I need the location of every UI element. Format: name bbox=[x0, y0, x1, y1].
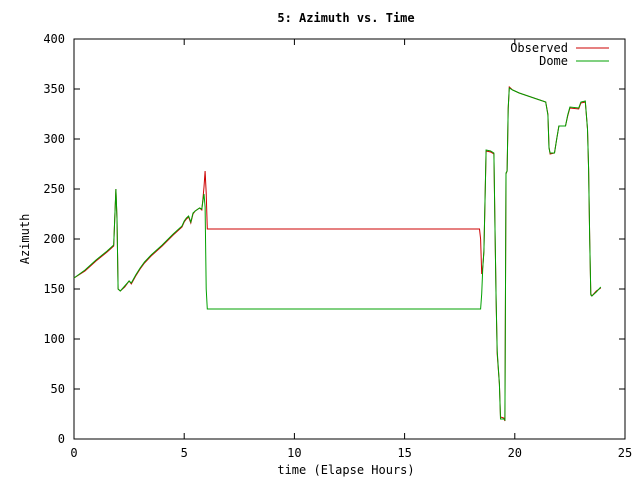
x-tick-label: 25 bbox=[618, 446, 632, 460]
y-tick-label: 0 bbox=[58, 432, 65, 446]
y-axis-ticks: 0 50 100 150 200 250 300 350 400 bbox=[43, 32, 625, 446]
x-tick-label: 20 bbox=[508, 446, 522, 460]
x-tick-label: 5 bbox=[181, 446, 188, 460]
x-axis-label: time (Elapse Hours) bbox=[277, 463, 414, 477]
y-tick-label: 50 bbox=[51, 382, 65, 396]
y-tick-label: 250 bbox=[43, 182, 65, 196]
series-line-dome bbox=[73, 87, 602, 422]
x-tick-label: 0 bbox=[70, 446, 77, 460]
chart-title: 5: Azimuth vs. Time bbox=[277, 11, 414, 25]
y-tick-label: 400 bbox=[43, 32, 65, 46]
x-axis-ticks: 0 5 10 15 20 25 bbox=[70, 39, 632, 460]
series-line-observed bbox=[73, 85, 602, 422]
series-lines bbox=[73, 85, 602, 422]
x-tick-label: 15 bbox=[397, 446, 411, 460]
x-tick-label: 10 bbox=[287, 446, 301, 460]
y-tick-label: 200 bbox=[43, 232, 65, 246]
y-axis-label: Azimuth bbox=[18, 214, 32, 265]
y-tick-label: 350 bbox=[43, 82, 65, 96]
plot-frame bbox=[73, 38, 626, 440]
y-tick-label: 150 bbox=[43, 282, 65, 296]
legend-label-observed: Observed bbox=[510, 41, 568, 55]
y-tick-label: 100 bbox=[43, 332, 65, 346]
legend-label-dome: Dome bbox=[539, 54, 568, 68]
y-tick-label: 300 bbox=[43, 132, 65, 146]
